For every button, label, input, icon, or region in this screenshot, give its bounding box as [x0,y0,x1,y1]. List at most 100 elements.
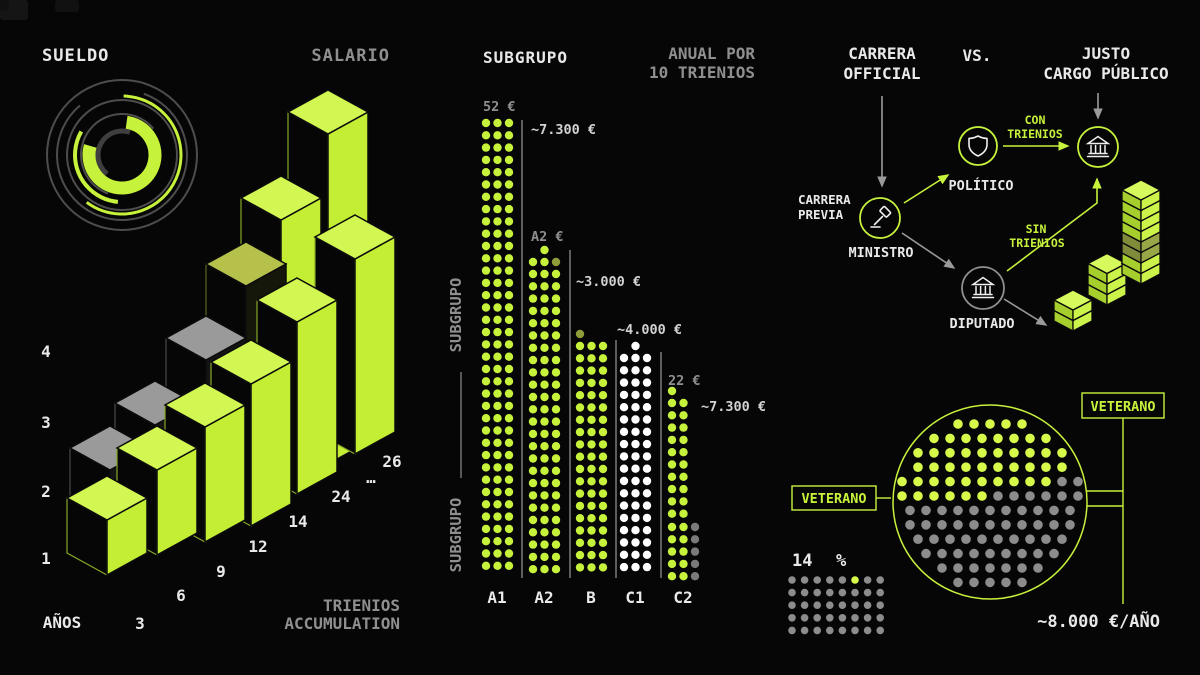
dot [642,464,652,473]
dot [587,440,596,449]
dot [838,626,847,635]
label-con-line2: TRIENIOS [1007,127,1062,141]
dot [619,427,629,436]
dot [481,155,491,165]
gavel-icon [870,205,892,228]
dot [679,547,688,556]
dot-column-c1 [619,341,652,572]
dot [504,475,514,484]
dot [528,466,538,475]
arrow-ministro-politico [903,174,950,204]
dot [929,433,939,444]
bar-top-face [313,214,397,260]
dot [826,614,834,622]
dot [985,419,995,429]
dot [642,476,652,486]
dot-chart-columns [481,118,700,581]
dot [945,491,955,501]
dot [667,448,677,457]
dot [1017,563,1027,573]
dot [788,588,796,597]
dot [993,476,1003,487]
dot [631,353,640,363]
bar-euro-label: € [0,0,11,9]
dot [631,378,640,387]
arrow-sin-trienios [1006,177,1102,272]
dot [619,452,629,461]
dot [937,548,947,559]
dot [493,389,502,398]
dot [528,565,538,574]
dot [493,426,502,435]
dot [851,601,859,609]
dot [690,559,700,569]
dot [921,505,931,516]
dot [493,414,502,423]
dot [667,547,677,556]
bar-top-label: € [0,0,10,19]
dot [504,487,514,497]
logo-ring [66,99,178,211]
dot [528,331,538,340]
dot [493,549,502,558]
dot [587,452,596,461]
dot [575,427,585,437]
dot [1009,433,1019,444]
dot [504,450,514,460]
dot [679,572,688,581]
dot [493,278,502,288]
dot [493,155,502,165]
dot [528,491,538,500]
dot [631,341,640,351]
dot [969,419,979,429]
dot [1025,491,1035,501]
dot [575,415,585,424]
dot [528,368,538,377]
dot [528,552,538,562]
dot [551,503,561,512]
dot [1025,448,1035,458]
dot [913,491,923,501]
dot [504,192,514,201]
label-sin-line2: TRIENIOS [1009,236,1064,250]
dot-column-c2 [667,386,700,581]
dot [993,534,1003,544]
dot [667,535,677,544]
y-tick: 1 [41,549,51,568]
dot [575,489,585,498]
dot [985,505,995,516]
dot [481,291,491,300]
dot [953,505,963,516]
side-label-subgrupo-bottom: SUBGRUPO [447,498,465,573]
dot [587,477,596,486]
dot [993,462,1003,473]
dot [1049,520,1059,530]
dot [667,423,677,432]
dot [667,509,677,518]
dot [913,476,923,487]
dot [493,512,502,521]
dot-chart-annotation: ~7.300 € [531,122,596,138]
dot [481,131,491,140]
dot [528,528,538,537]
dot [679,484,688,494]
cube-top-face [1052,289,1094,311]
cube-stack [1120,179,1162,286]
dot [679,559,688,569]
politico-node-ring [958,126,998,166]
dot [876,626,884,635]
dot [575,403,585,412]
dot [481,438,491,447]
dot [1049,548,1059,559]
dot-chart-annotation: 52 € [483,99,516,115]
dot [619,489,629,498]
bar-top-face [115,425,199,471]
dot [528,454,538,463]
label-politico: POLÍTICO [948,177,1013,194]
veterano-left-label: VETERANO [801,491,866,507]
dot [863,601,872,609]
dot [551,528,561,537]
dot [679,472,688,481]
dot [813,601,821,609]
dot [1065,505,1075,516]
